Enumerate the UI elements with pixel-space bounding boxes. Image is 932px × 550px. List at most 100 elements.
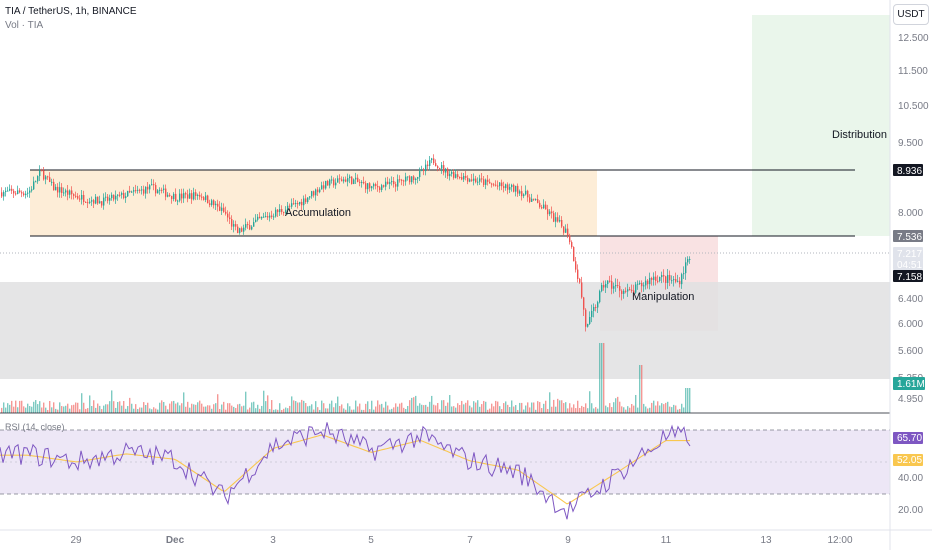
candle-body xyxy=(421,169,423,172)
volume-bar xyxy=(523,409,525,413)
candle-body xyxy=(315,189,317,196)
candle-body xyxy=(503,186,505,189)
rsi-ma-tag-bg xyxy=(893,454,923,466)
volume-bar xyxy=(635,394,637,413)
volume-bar xyxy=(77,402,79,413)
candle-body xyxy=(223,207,225,212)
candle-body xyxy=(133,190,135,192)
volume-bar xyxy=(177,402,179,413)
candle-body xyxy=(425,164,427,172)
volume-bar xyxy=(157,409,159,413)
candle-body xyxy=(59,187,61,193)
candle-body xyxy=(45,176,47,180)
annotation-distribution: Distribution xyxy=(832,129,887,141)
volume-bar xyxy=(257,404,259,413)
candle-body xyxy=(549,211,551,215)
volume-bar xyxy=(89,395,91,413)
currency-button[interactable]: USDT xyxy=(893,4,929,25)
volume-bar xyxy=(625,409,627,413)
annotation-accumulation: Accumulation xyxy=(285,207,351,219)
volume-bar xyxy=(591,403,593,413)
candle-body xyxy=(675,279,677,282)
candle-body xyxy=(125,196,127,199)
volume-bar xyxy=(285,407,287,413)
volume-bar xyxy=(261,405,263,413)
candle-body xyxy=(393,181,395,185)
volume-bar xyxy=(167,409,169,413)
candle-body xyxy=(151,184,153,186)
candle-body xyxy=(309,196,311,198)
symbol-title[interactable]: TIA / TetherUS, 1h, BINANCE xyxy=(5,6,137,17)
volume-bar xyxy=(407,405,409,413)
candle-body xyxy=(461,177,463,180)
candle-body xyxy=(7,190,9,192)
candle-body xyxy=(295,203,297,205)
candle-body xyxy=(225,211,227,214)
candle-body xyxy=(277,209,279,213)
rsi-tag: 65.70 xyxy=(897,433,922,444)
volume-bar xyxy=(385,401,387,413)
volume-bar xyxy=(505,401,507,413)
volume-bar xyxy=(133,408,135,413)
candle-body xyxy=(233,224,235,227)
candle-body xyxy=(345,179,347,182)
volume-bar xyxy=(33,401,35,413)
volume-bar xyxy=(409,400,411,413)
volume-bar xyxy=(529,407,531,413)
volume-bar xyxy=(17,407,19,413)
volume-bar xyxy=(75,402,77,413)
candle-body xyxy=(201,196,203,198)
volume-bar xyxy=(225,409,227,413)
candle-body xyxy=(453,172,455,178)
candle-body xyxy=(293,203,295,205)
candle-body xyxy=(163,188,165,190)
volume-bar xyxy=(655,405,657,413)
time-tick: 5 xyxy=(368,535,374,546)
volume-bar xyxy=(159,402,161,413)
candle-body xyxy=(261,216,263,219)
candle-body xyxy=(495,184,497,186)
volume-bar xyxy=(567,408,569,413)
volume-bar xyxy=(589,391,591,413)
candle-body xyxy=(157,190,159,194)
candle-body xyxy=(275,209,277,217)
candle-body xyxy=(69,190,71,195)
volume-bar xyxy=(601,343,603,413)
candle-body xyxy=(47,176,49,178)
volume-bar xyxy=(501,409,503,413)
candle-body xyxy=(303,198,305,206)
volume-bar xyxy=(453,406,455,413)
candle-body xyxy=(677,280,679,282)
candle-body xyxy=(355,177,357,180)
candle-body xyxy=(35,181,37,183)
volume-bar xyxy=(173,400,175,413)
volume-bar xyxy=(63,406,65,413)
candle-body xyxy=(525,190,527,195)
rsi-tick: 20.00 xyxy=(898,505,923,516)
volume-bar xyxy=(13,406,15,413)
volume-bar xyxy=(353,409,355,413)
candle-body xyxy=(577,269,579,279)
volume-bar xyxy=(143,402,145,413)
volume-bar xyxy=(439,409,441,413)
candle-body xyxy=(411,176,413,183)
volume-bar xyxy=(663,404,665,413)
candle-body xyxy=(41,170,43,172)
candle-body xyxy=(383,185,385,187)
candle-body xyxy=(195,192,197,196)
volume-bar xyxy=(207,405,209,413)
candle-body xyxy=(121,192,123,195)
candle-body xyxy=(265,216,267,218)
volume-bar xyxy=(245,391,247,413)
volume-bar xyxy=(671,407,673,413)
volume-bar xyxy=(329,403,331,413)
candle-body xyxy=(521,191,523,197)
volume-bar xyxy=(535,409,537,413)
volume-bar xyxy=(465,402,467,413)
candle-body xyxy=(667,274,669,283)
volume-bar xyxy=(419,403,421,413)
candle-body xyxy=(257,216,259,220)
candle-body xyxy=(83,194,85,202)
volume-bar xyxy=(263,390,265,413)
